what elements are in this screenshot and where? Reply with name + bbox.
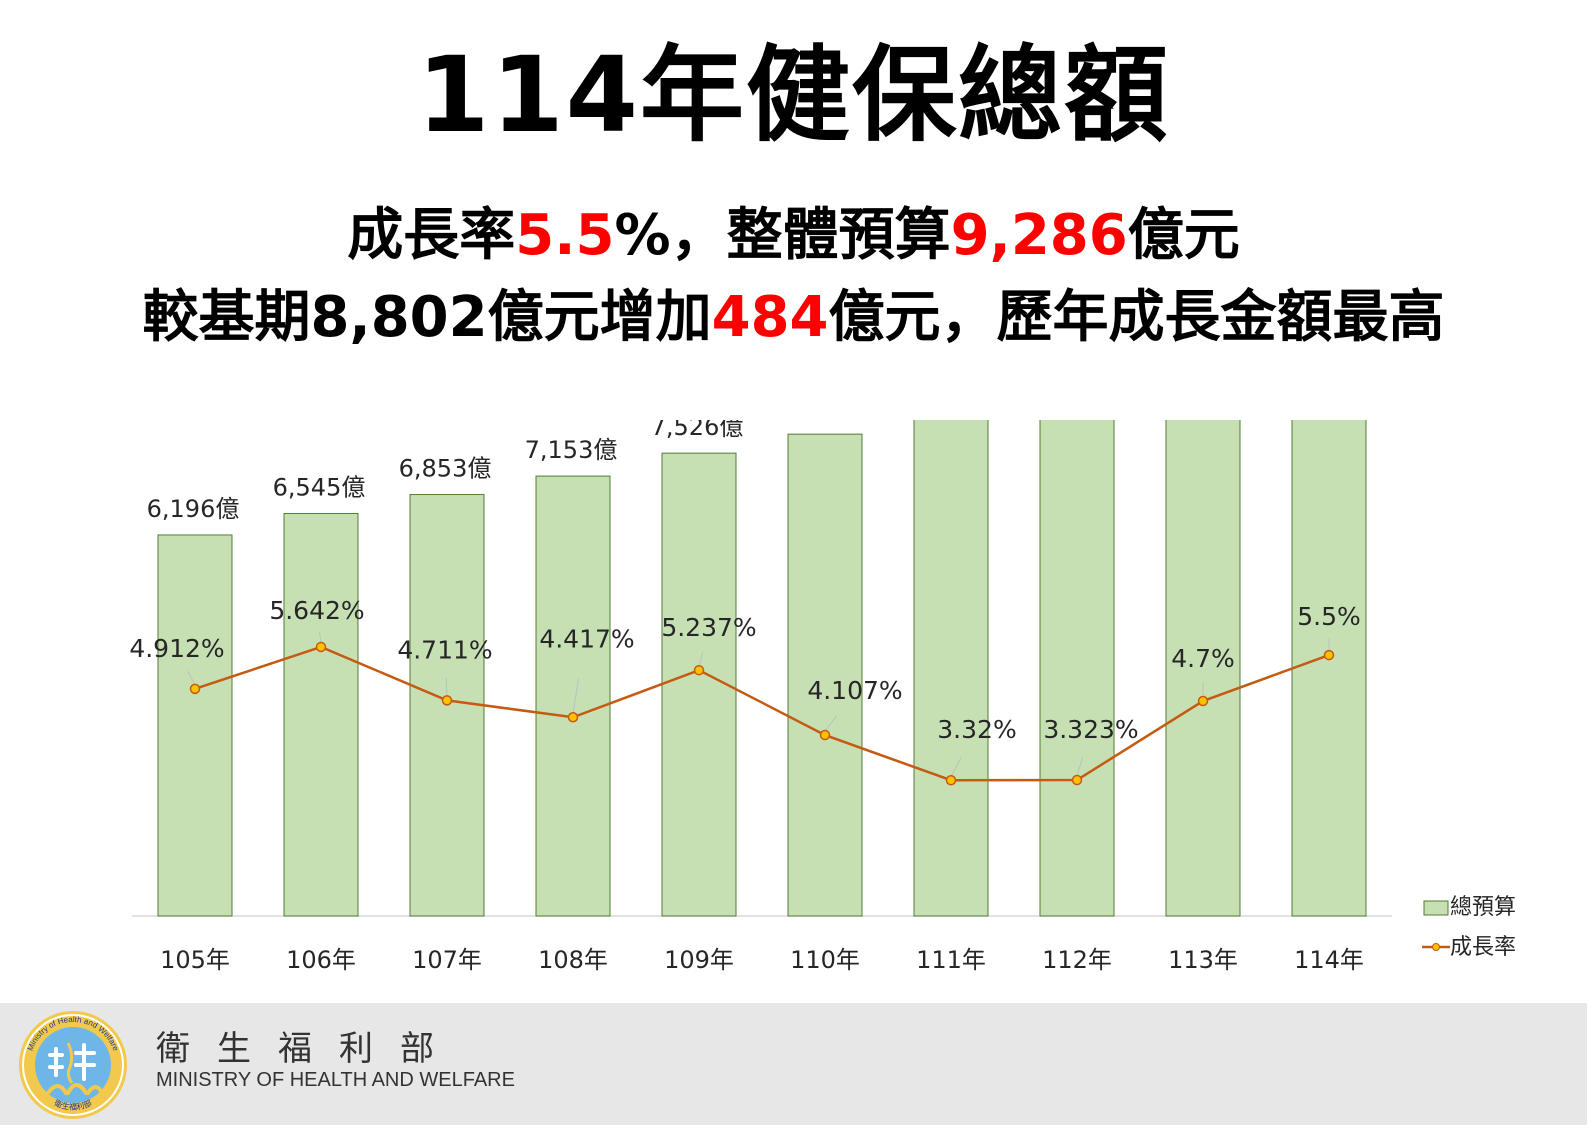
category-tick-label: 110年 [790, 946, 860, 974]
bar [1039, 420, 1115, 917]
bar-value-label: 6,545億 [273, 473, 366, 501]
rate-point [189, 683, 201, 695]
rate-point [315, 641, 327, 653]
subtitle-line-2: 較基期8,802億元增加484億元，歷年成長金額最高 [0, 282, 1587, 354]
subtitle-1-text-a: 成長率 [347, 203, 516, 268]
rate-leader-line [1076, 756, 1084, 777]
category-tick-label: 111年 [916, 946, 986, 974]
growth-rate-highlight: 5.5 [515, 203, 615, 268]
budget-chart: 6,196億 105年 6,545億 106年 6,853億 107年 7,153億 108年… [129, 420, 1516, 974]
rate-value-label: 4.711% [397, 635, 492, 664]
bar [283, 512, 359, 917]
rate-point [441, 695, 453, 706]
rate-point [1197, 695, 1209, 707]
rate-point [1071, 774, 1083, 786]
rate-value-label: 4.912% [129, 634, 224, 663]
rate-point [567, 712, 579, 723]
organization-name-zh: 衛生福利部 [156, 1029, 461, 1069]
legend-bar-label: 總預算 [1450, 895, 1516, 920]
category-tick-label: 105年 [160, 946, 230, 974]
rate-leader-line [824, 714, 838, 732]
bar-value-label: 7,526億 [651, 420, 744, 441]
rate-value-label: 5.5% [1297, 602, 1361, 631]
legend-bar-swatch [1423, 900, 1449, 916]
category-tick-label: 114年 [1294, 946, 1364, 974]
bar [913, 420, 989, 917]
rate-leader-line [950, 756, 962, 777]
rate-value-label: 5.642% [269, 596, 364, 625]
category-tick-label: 108年 [538, 946, 608, 974]
subtitle-line-1: 成長率5.5%，整體預算9,286億元 [0, 200, 1587, 272]
rate-point [945, 774, 957, 786]
bar [157, 534, 233, 917]
rate-point [819, 729, 831, 741]
growth-rate-line [194, 645, 1330, 782]
rate-leader-line [572, 678, 580, 714]
bar-value-label: 6,853億 [399, 455, 492, 483]
rate-value-label: 4.7% [1171, 644, 1235, 673]
total-budget-highlight: 9,286 [950, 203, 1128, 268]
category-tick-label: 112年 [1042, 946, 1112, 974]
rate-leader-line [698, 651, 704, 667]
rate-point [1323, 649, 1335, 661]
rate-leader-line [187, 671, 196, 686]
subtitle-1-text-c: %，整體預算 [614, 203, 951, 268]
bar [661, 452, 737, 917]
bar [1165, 420, 1241, 917]
footer-bar: Ministry of Health and Welfare 衛生福利部 衛生福… [0, 1003, 1587, 1125]
category-tick-label: 106年 [286, 946, 356, 974]
category-tick-label: 107年 [412, 946, 482, 974]
category-tick-label: 113年 [1168, 946, 1238, 974]
category-tick-label: 109年 [664, 946, 734, 974]
rate-value-label: 5.237% [661, 613, 756, 642]
rate-value-label: 4.417% [539, 624, 634, 653]
rate-leader-line [318, 631, 322, 644]
subtitle-2-text-c: 億元，歷年成長金額最高 [828, 285, 1445, 350]
rate-leader-line [445, 677, 448, 697]
subtitle-1-text-e: 億元 [1127, 203, 1240, 268]
rate-value-label: 4.107% [807, 676, 902, 705]
ministry-logo: Ministry of Health and Welfare 衛生福利部 [19, 1011, 127, 1119]
bar-value-label: 6,196億 [147, 495, 240, 523]
rate-point [693, 664, 705, 676]
bar-value-label: 7,153億 [525, 436, 618, 464]
legend-line-label: 成長率 [1450, 935, 1516, 960]
rate-value-label: 3.323% [1043, 715, 1138, 744]
bar [787, 433, 863, 917]
bar [535, 475, 611, 917]
bar [1291, 420, 1367, 917]
bar-value-label: 7,835億 [777, 420, 870, 422]
page-title: 114年健保總額 [416, 34, 1171, 156]
increase-amount-highlight: 484 [711, 285, 829, 350]
subtitle-2-text-a: 較基期8,802億元增加 [142, 285, 712, 350]
legend-line-marker [1432, 943, 1440, 951]
rate-value-label: 3.32% [937, 715, 1016, 744]
organization-name-en: MINISTRY OF HEALTH AND WELFARE [156, 1069, 515, 1091]
